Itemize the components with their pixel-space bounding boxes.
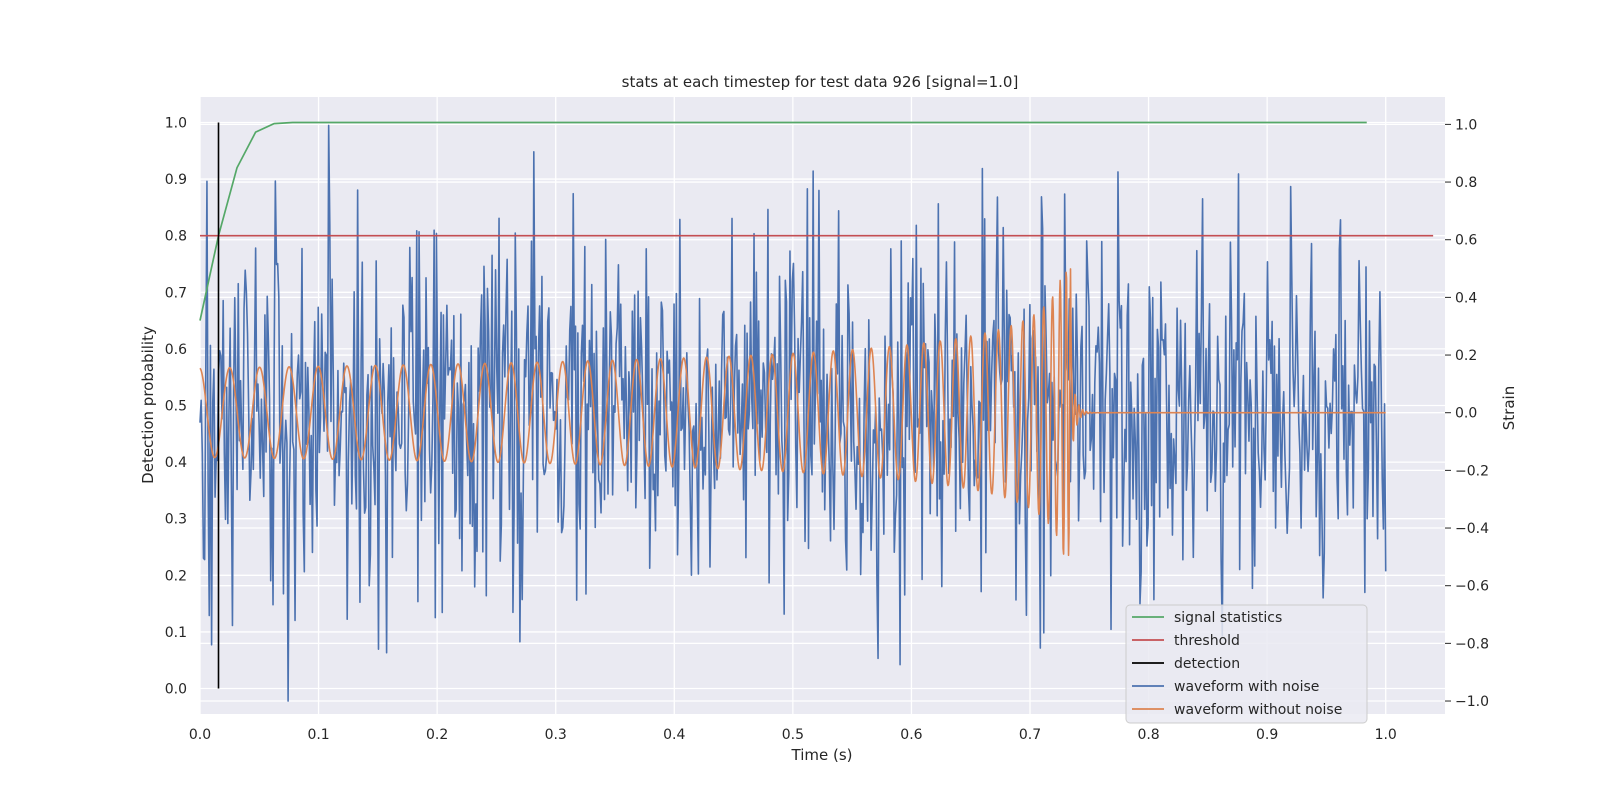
y-right-tick-label: 0.8 [1455, 175, 1477, 191]
x-tick-label: 0.2 [426, 727, 448, 743]
x-tick-label: 0.8 [1137, 727, 1159, 743]
legend-entry: detection [1174, 656, 1240, 672]
legend-box [1125, 604, 1368, 724]
y-tick-label: 0.3 [165, 512, 187, 528]
y-axis-ticks: 0.0 0.1 0.2 0.3 0.4 0.5 0.6 0.7 0.8 0.9 1.0 [165, 115, 187, 697]
y-tick-label: 0.9 [165, 172, 187, 188]
chart-title: stats at each timestep for test data 926… [622, 73, 1019, 91]
legend: signal statistics threshold detection wavef… [1125, 604, 1368, 724]
legend-entry: waveform with noise [1174, 679, 1319, 695]
y-tick-label: 0.6 [165, 342, 187, 358]
x-axis-ticks: 0.0 0.1 0.2 0.3 0.4 0.5 0.6 0.7 0.8 0.9 1.0 [189, 727, 1397, 743]
y-right-axis-ticks: −1.0 −0.8 −0.6 −0.4 −0.2 0.0 0.2 0.4 0.6 0.8 1.0 [1445, 117, 1489, 710]
y-right-tick-label: −0.8 [1455, 636, 1489, 652]
y-right-tick-label: −0.6 [1455, 579, 1489, 595]
x-tick-label: 1.0 [1375, 727, 1397, 743]
x-tick-label: 0.0 [189, 727, 211, 743]
y-tick-label: 0.0 [165, 682, 187, 698]
x-axis-label: Time (s) [791, 746, 853, 764]
x-tick-label: 0.9 [1256, 727, 1278, 743]
y-tick-label: 1.0 [165, 115, 187, 131]
legend-entry: threshold [1174, 633, 1240, 649]
series-signal-statistics [199, 121, 1367, 321]
y-right-tick-label: 1.0 [1455, 117, 1477, 133]
x-tick-label: 0.7 [1019, 727, 1041, 743]
y-tick-label: 0.7 [165, 285, 187, 301]
y-right-tick-label: 0.6 [1455, 233, 1477, 249]
x-tick-label: 0.5 [782, 727, 804, 743]
legend-entry: waveform without noise [1174, 702, 1342, 718]
y-tick-label: 0.8 [165, 229, 187, 245]
y-right-tick-label: 0.0 [1455, 406, 1477, 422]
series-waveform-without-noise [199, 268, 1387, 557]
legend-entry: signal statistics [1174, 610, 1282, 626]
y-right-tick-label: −0.2 [1455, 463, 1489, 479]
y-right-tick-label: 0.4 [1455, 290, 1477, 306]
y-right-axis-label: Strain [1500, 386, 1518, 430]
y-tick-label: 0.5 [165, 399, 187, 415]
x-tick-label: 0.4 [663, 727, 685, 743]
x-tick-label: 0.1 [307, 727, 329, 743]
y-tick-label: 0.4 [165, 455, 187, 471]
x-tick-label: 0.3 [545, 727, 567, 743]
x-tick-label: 0.6 [900, 727, 922, 743]
y-right-tick-label: −1.0 [1455, 694, 1489, 710]
y-right-tick-label: −0.4 [1455, 521, 1489, 537]
y-tick-label: 0.1 [165, 625, 187, 641]
y-right-tick-label: 0.2 [1455, 348, 1477, 364]
y-axis-label: Detection probability [139, 326, 157, 484]
y-tick-label: 0.2 [165, 568, 187, 584]
series-group [199, 121, 1434, 702]
